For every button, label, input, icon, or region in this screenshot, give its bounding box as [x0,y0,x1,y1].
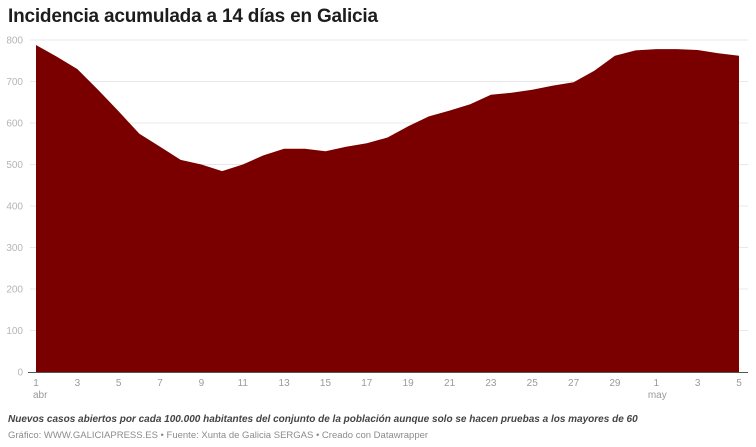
x-tick-label: 3 [695,378,701,389]
x-tick-label: 29 [609,378,621,389]
y-axis-labels: 0 100 200 300 400 500 600 700 800 [6,36,23,379]
y-tick-label: 0 [17,368,23,379]
x-tick-label: 5 [116,378,122,389]
y-tick-label: 300 [6,243,23,254]
y-tick-label: 400 [6,202,23,213]
chart-title: Incidencia acumulada a 14 días en Galici… [8,6,378,27]
y-tick-label: 500 [6,160,23,171]
x-tick-label: 13 [279,378,291,389]
y-tick-label: 100 [6,326,23,337]
x-tick-label: 17 [361,378,373,389]
x-tick-label: 19 [403,378,415,389]
x-tick-label: 15 [320,378,332,389]
x-tick-month-label: may [648,390,667,401]
x-tick-label: 5 [736,378,742,389]
x-tick-label: 25 [527,378,539,389]
x-tick-label: 1 [33,378,39,389]
x-tick-label: 1 [654,378,660,389]
chart-byline: Gráfico: WWW.GALICIAPRESS.ES • Fuente: X… [8,430,429,441]
x-tick-month-label: abr [33,390,48,401]
y-tick-label: 700 [6,77,23,88]
x-tick-label: 21 [444,378,456,389]
chart-notes: Nuevos casos abiertos por cada 100.000 h… [8,414,638,425]
x-tick-label: 23 [485,378,497,389]
y-tick-label: 800 [6,36,23,47]
y-tick-label: 600 [6,119,23,130]
x-tick-label: 7 [157,378,163,389]
x-tick-label: 27 [568,378,580,389]
x-tick-label: 3 [75,378,81,389]
x-tick-label: 11 [238,378,249,389]
incidence-area [36,45,739,372]
x-tick-label: 9 [199,378,205,389]
y-tick-label: 200 [6,285,23,296]
